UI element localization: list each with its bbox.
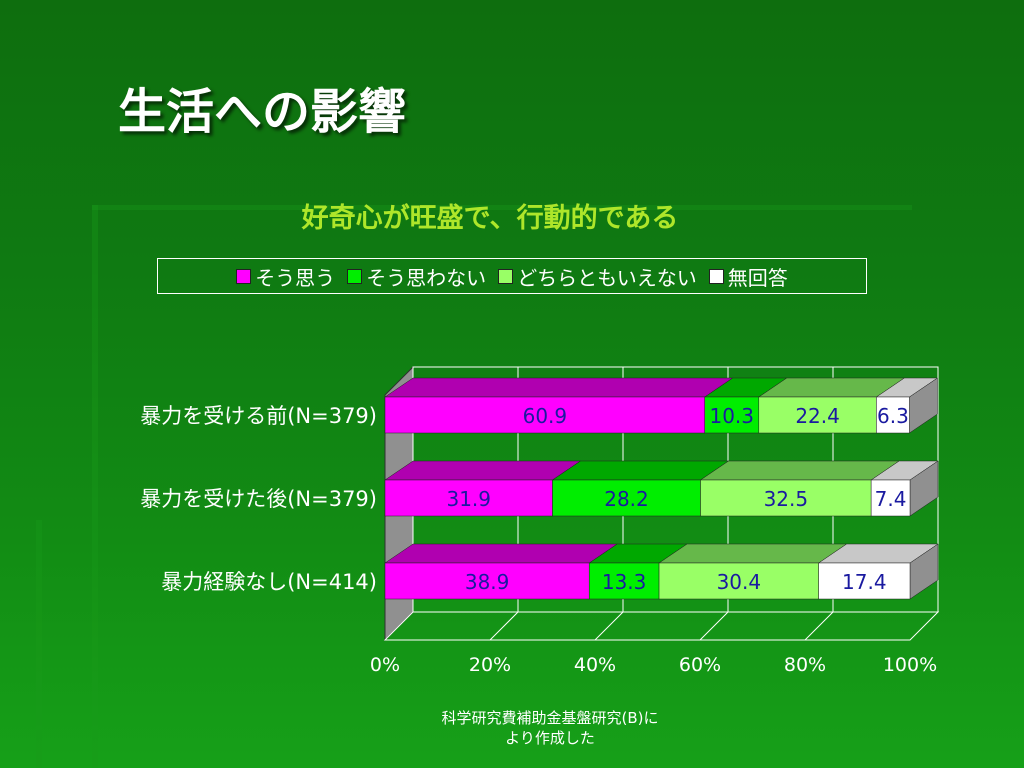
legend-item-agree: そう思う [236,262,335,291]
chart-floor [383,611,940,641]
bar-segment [588,562,660,600]
chart-title: 好奇心が旺盛で、行動的である [301,203,679,234]
legend-item-neither: どちらともいえない [498,262,697,291]
bar-segment [876,396,910,434]
bar-segment [384,479,553,517]
data-label: 13.3 [602,570,647,594]
legend-item-no-answer: 無回答 [708,262,788,291]
bar-top-face [658,543,848,564]
bar-segment [758,396,877,434]
data-label: 31.9 [446,487,491,511]
bar-top-face [551,460,730,481]
bar-segment [700,479,872,517]
legend-label-disagree: そう思わない [366,265,487,290]
background-stripe-left [92,205,98,768]
background-stripe-left-2 [36,520,42,768]
x-tick-label: 20% [469,654,511,676]
bar-segment [870,479,911,517]
bar-segment [384,562,590,600]
legend-swatch-neither [498,268,514,284]
category-label: 暴力を受ける前(N=379) [140,404,377,428]
data-label: 60.9 [523,404,568,428]
data-label: 7.4 [875,487,907,511]
bar-top-face [384,460,582,481]
bar-top-face [384,377,734,398]
chart-legend: そう思う そう思わない どちらともいえない 無回答 [157,258,867,294]
slide-title: 生活への影響 [118,84,407,140]
source-note-line-2: より作成した [505,729,595,747]
legend-swatch-disagree [347,268,363,284]
legend-label-agree: そう思う [255,265,336,290]
legend-item-disagree: そう思わない [347,262,486,291]
bar-top-face [699,460,900,481]
legend-label-no-answer: 無回答 [727,265,788,290]
data-label: 10.3 [709,404,754,428]
category-label: 暴力を受けた後(N=379) [140,487,377,511]
data-label: 6.3 [877,404,909,428]
legend-swatch-no-answer [708,268,724,284]
category-label: 暴力経験なし(N=414) [161,570,377,594]
legend-label-neither: どちらともいえない [517,265,697,290]
bar-segment [552,479,701,517]
bar-top-face [384,543,619,564]
data-label: 32.5 [764,487,809,511]
data-label: 38.9 [465,570,510,594]
x-tick-label: 60% [679,654,721,676]
gridline-floor [699,611,729,641]
gridline-floor [804,611,834,641]
x-tick-label: 80% [784,654,826,676]
source-note-line-1: 科学研究費補助金基盤研究(B)に [441,709,659,727]
gridline-floor [489,611,519,641]
bar-segment [384,396,705,434]
x-tick-label: 40% [574,654,616,676]
data-label: 17.4 [842,570,887,594]
bar-segment [658,562,819,600]
data-label: 22.4 [795,404,840,428]
bar-segment [818,562,911,600]
legend-swatch-agree [236,268,252,284]
bar-segment [704,396,760,434]
x-tick-label: 0% [370,654,400,676]
source-note: 科学研究費補助金基盤研究(B)に より作成した [380,708,720,748]
x-tick-label: 100% [883,654,937,676]
background-stripe-top [92,205,912,210]
gridline-floor [594,611,624,641]
data-label: 28.2 [604,487,649,511]
data-label: 30.4 [717,570,762,594]
